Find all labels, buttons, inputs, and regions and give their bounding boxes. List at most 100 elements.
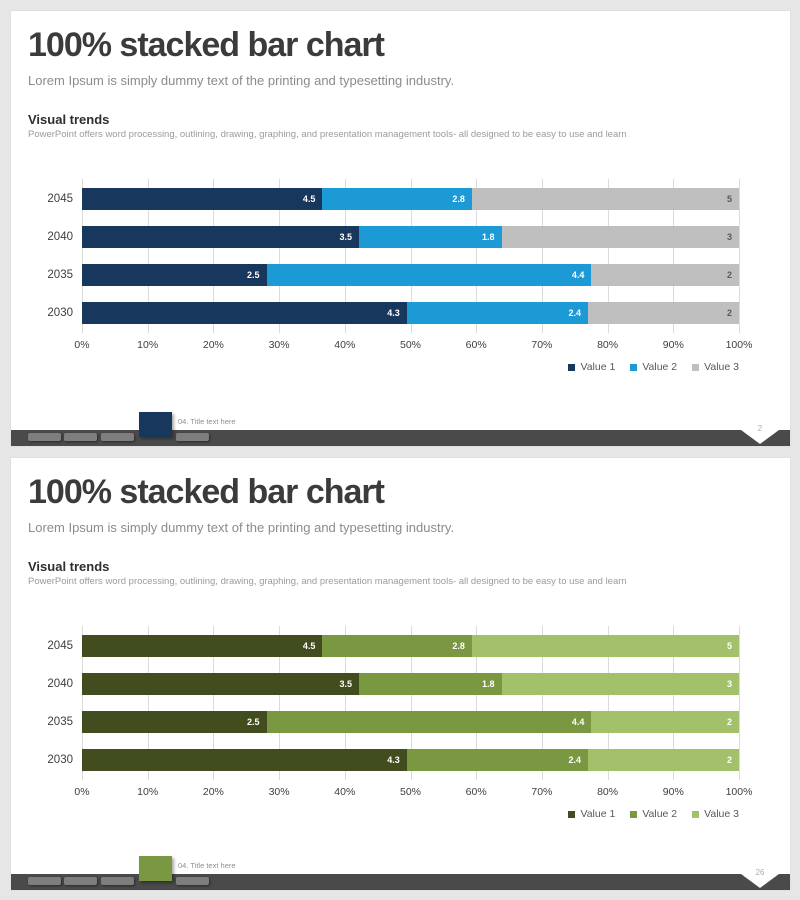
bar-track: 4.5 2.8 5 [82,188,739,210]
slide-thumbnail[interactable] [64,433,97,441]
x-axis-tick-label: 20% [202,786,224,798]
legend-label: Value 3 [704,361,739,373]
gridline [673,626,675,780]
segment-value-label: 4.3 [387,308,400,318]
section-description: PowerPoint offers word processing, outli… [28,129,627,140]
gridline [213,179,215,333]
segment-value-label: 2 [726,755,732,765]
bar-row: 2040 3.5 1.8 3 [28,226,790,248]
category-label: 2040 [47,678,73,690]
stacked-bar-chart: 2045 4.5 2.8 5 2040 3.5 1.8 3 2035 2.5 4.4 2 2030 4.3… [28,179,790,373]
legend-swatch-icon [630,363,638,371]
bar-segment: 2.4 [406,749,588,771]
slide-thumbnail[interactable] [176,877,209,885]
segment-value-label: 3 [726,232,732,242]
section-description: PowerPoint offers word processing, outli… [28,576,627,587]
segment-value-label: 4.4 [571,270,585,280]
x-axis-tick-label: 70% [531,786,553,798]
slide-thumbnail[interactable] [28,877,61,885]
bar-segment: 1.8 [359,673,502,695]
slide-thumbnail[interactable] [64,877,97,885]
bar-segment: 4.3 [82,302,407,324]
segment-value-label: 2 [726,308,732,318]
bar-segment: 1.8 [359,226,502,248]
segment-value-label: 2.4 [568,308,581,318]
segment-value-label: 4.3 [387,755,400,765]
bar-segment: 5 [471,188,739,210]
legend-item: Value 1 [568,808,615,820]
x-axis-tick-label: 40% [334,339,356,351]
slide-blue: 100% stacked bar chart Lorem Ipsum is si… [10,10,791,447]
category-label: 2030 [47,307,73,319]
page-title: 100% stacked bar chart [28,473,385,511]
chart-legend: Value 1 Value 2 Value 3 [82,808,739,820]
gridline [147,179,149,333]
x-axis-tick-label: 10% [137,786,159,798]
segment-value-label: 3.5 [339,679,353,689]
bar-segment: 2.5 [82,264,267,286]
segment-value-label: 4.4 [571,717,585,727]
bar-segment: 2.5 [82,711,267,733]
gridline [739,626,740,780]
bar-segment: 3 [501,673,739,695]
bar-segment: 2 [587,302,739,324]
chart-legend: Value 1 Value 2 Value 3 [82,361,739,373]
x-axis-tick-label: 100% [725,786,753,798]
gridline [147,626,149,780]
segment-value-label: 2.5 [247,270,260,280]
bar-segment: 4.3 [82,749,407,771]
bar-segment: 4.5 [82,188,323,210]
legend-swatch-icon [568,363,576,371]
slide-green: 100% stacked bar chart Lorem Ipsum is si… [10,457,791,891]
gridline [607,179,609,333]
slide-thumbnail[interactable] [101,877,134,885]
gridline [739,179,740,333]
legend-swatch-icon [568,810,576,818]
gridline [82,179,83,333]
legend-label: Value 2 [642,361,678,373]
x-axis-tick-label: 0% [74,339,90,351]
legend-swatch-icon [692,363,700,371]
segment-value-label: 5 [726,194,732,204]
segment-value-label: 2 [726,717,732,727]
bar-track: 4.5 2.8 5 [82,635,739,657]
slide-thumbnail[interactable] [28,433,61,441]
legend-swatch-icon [630,810,638,818]
x-axis-tick-label: 30% [268,786,290,798]
gridline [410,179,412,333]
segment-value-label: 2.8 [452,194,465,204]
bar-segment: 2.8 [322,188,472,210]
x-axis-tick-label: 50% [399,339,422,351]
chart-gridlines [82,179,740,333]
x-axis-tick-label: 60% [465,786,487,798]
category-label: 2030 [47,754,73,766]
segment-value-label: 2.4 [568,755,581,765]
category-label: 2045 [47,640,73,652]
bar-segment: 4.4 [266,711,592,733]
bar-segment: 5 [471,635,739,657]
active-slide-thumbnail[interactable] [139,412,172,437]
chart-gridlines [82,626,740,780]
slide-thumbnail[interactable] [176,433,209,441]
chart-rows: 2045 4.5 2.8 5 2040 3.5 1.8 3 2035 2.5 4.4 2 2030 4.3… [28,188,790,324]
gridline [344,626,346,780]
gridline [541,626,543,780]
x-axis-tick-label: 90% [662,786,684,798]
gridline [607,626,609,780]
segment-value-label: 1.8 [482,679,495,689]
segment-value-label: 3.5 [339,232,353,242]
page-number: 2 [757,424,763,433]
x-axis-tick-label: 80% [597,786,619,798]
slide-thumbnail[interactable] [101,433,134,441]
gridline [541,179,543,333]
segment-value-label: 4.5 [302,641,316,651]
bar-segment: 2.4 [406,302,588,324]
x-axis-tick-label: 80% [597,339,619,351]
bar-segment: 4.5 [82,635,323,657]
section-heading: Visual trends [28,112,110,127]
bar-track: 4.3 2.4 2 [82,302,739,324]
active-slide-thumbnail[interactable] [139,856,172,881]
segment-value-label: 2.5 [247,717,260,727]
legend-label: Value 2 [642,808,678,820]
segment-value-label: 2 [726,270,732,280]
